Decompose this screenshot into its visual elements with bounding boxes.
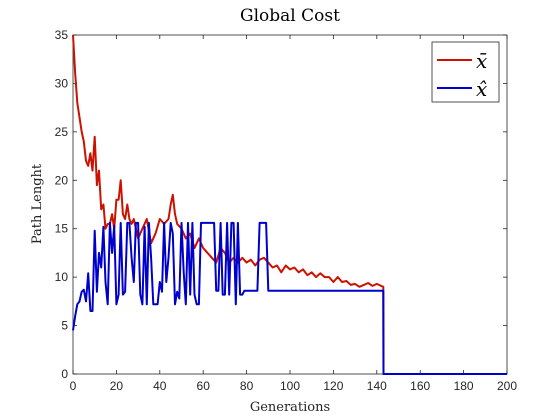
x-tick-label: 80	[240, 379, 254, 393]
y-tick-label: 5	[61, 319, 68, 333]
y-tick-label: 25	[55, 125, 69, 139]
y-tick-label: 10	[55, 270, 69, 284]
series-line-xhat	[72, 221, 507, 375]
y-tick-label: 0	[61, 367, 68, 381]
x-tick-label: 0	[70, 379, 77, 393]
y-axis: 0 5 10 15 20 25 30 35	[55, 28, 507, 381]
y-axis-label: Path Lenght	[30, 163, 45, 244]
legend-label-xhat: x̂	[476, 77, 487, 101]
y-tick-label: 20	[55, 173, 69, 187]
x-tick-label: 160	[410, 379, 430, 393]
x-axis-label: Generations	[250, 400, 330, 415]
x-tick-label: 140	[367, 379, 387, 393]
x-tick-label: 100	[280, 379, 300, 393]
chart-title: Global Cost	[240, 6, 340, 26]
x-tick-label: 120	[323, 379, 343, 393]
legend-label-xbar: x̄	[476, 49, 487, 73]
legend-box	[431, 41, 500, 103]
x-tick-label: 60	[197, 379, 211, 393]
x-tick-label: 40	[153, 379, 167, 393]
legend: x̄ x̂	[431, 41, 500, 103]
y-tick-label: 30	[55, 76, 69, 90]
series-line-xbar	[72, 34, 507, 375]
x-axis: 0 20 40 60 80 100 120 140 160 180 200	[70, 35, 517, 393]
x-tick-label: 20	[110, 379, 124, 393]
y-tick-label: 15	[55, 222, 69, 236]
x-tick-label: 200	[497, 379, 517, 393]
x-tick-label: 180	[454, 379, 474, 393]
series-layer	[72, 34, 507, 375]
y-tick-label: 35	[55, 28, 69, 42]
